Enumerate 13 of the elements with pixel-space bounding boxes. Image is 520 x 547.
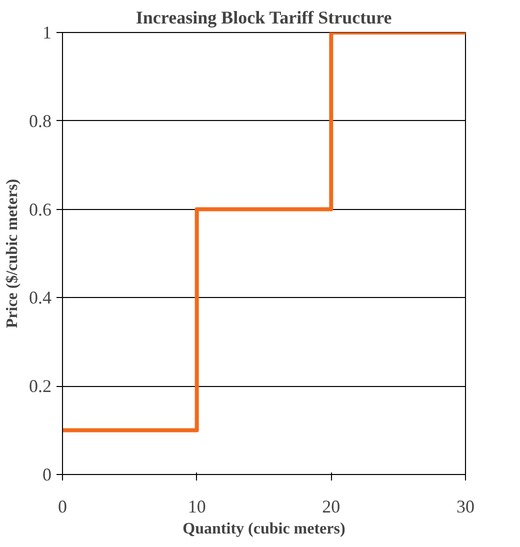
y-tick-label: 0.2 xyxy=(29,376,52,396)
y-axis-title: Price ($/cubic meters) xyxy=(4,178,21,328)
y-tick-label: 0.8 xyxy=(29,110,52,131)
x-tick-label: 10 xyxy=(188,496,206,516)
x-axis-title: Quantity (cubic meters) xyxy=(182,520,346,538)
x-tick-label: 0 xyxy=(58,496,67,516)
y-tick-label: 1 xyxy=(42,22,52,42)
chart-title: Increasing Block Tariff Structure xyxy=(136,8,392,28)
x-tick-label: 30 xyxy=(456,496,474,516)
y-tick-label: 0 xyxy=(42,464,52,484)
x-tick-label: 20 xyxy=(322,496,340,516)
y-tick-label: 0.6 xyxy=(29,199,52,220)
y-tick-label: 0.4 xyxy=(29,288,52,308)
